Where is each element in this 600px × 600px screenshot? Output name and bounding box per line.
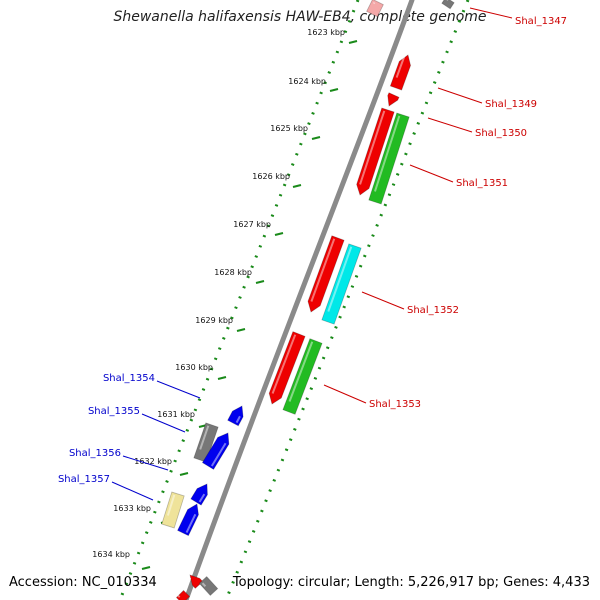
leader-shal-1351 xyxy=(409,164,454,183)
gene-shal-1352-red-shade xyxy=(310,238,336,302)
gene-partial-bottom-gray xyxy=(198,576,219,596)
tick-scale: 1623 kbp 1624 kbp 1625 kbp 1626 kbp 1627 kbp… xyxy=(92,28,358,570)
tick-label: 1623 kbp xyxy=(307,28,345,37)
leader-shal-1355 xyxy=(141,413,186,433)
gene-shal-1350 xyxy=(387,92,400,107)
gene-shal-1353-red xyxy=(268,331,306,405)
gene-shal-1357-blue xyxy=(177,503,199,537)
gene-labels: Shal_1347 Shal_1349 Shal_1350 Shal_1351 Shal… xyxy=(58,16,567,485)
tick-label: 1624 kbp xyxy=(288,77,326,86)
tick-mark xyxy=(292,184,302,188)
leader-shal-1354 xyxy=(156,380,201,399)
tick-label: 1631 kbp xyxy=(157,410,195,419)
gene-shal-1351-red xyxy=(356,107,395,196)
tick-mark xyxy=(274,232,284,236)
gene-partial-top-pink xyxy=(366,0,384,18)
tick-label: 1626 kbp xyxy=(252,172,290,181)
gene-shal-1351-red-shade xyxy=(359,110,386,185)
gene-shal-1355-gray-shade xyxy=(199,425,210,450)
label-shal-1347: Shal_1347 xyxy=(515,16,567,27)
gene-shal-1356-shade xyxy=(198,493,206,503)
gene-shal-1356 xyxy=(190,483,208,506)
leader-shal-1352 xyxy=(361,291,405,310)
gene-shal-1354-shade xyxy=(235,415,241,424)
leader-shal-1349 xyxy=(437,87,483,104)
gene-shal-1351-green-shade xyxy=(374,115,401,192)
gene-shal-1353-red-shade xyxy=(271,334,297,394)
gene-shal-1349 xyxy=(389,54,411,91)
tick-mark xyxy=(311,136,321,140)
gene-partial-bottom-red xyxy=(189,574,204,589)
gene-shal-1354 xyxy=(227,405,244,427)
gene-shal-1349-shade xyxy=(395,55,406,78)
leader-shal-1350 xyxy=(427,117,473,133)
tick-label: 1630 kbp xyxy=(175,363,213,372)
gene-shal-1351-green xyxy=(368,112,410,205)
leader-shal-1353 xyxy=(323,384,367,404)
gene-shal-1357-khaki-shade xyxy=(166,494,176,516)
label-shal-1357: Shal_1357 xyxy=(58,474,110,485)
tick-label: 1625 kbp xyxy=(270,124,308,133)
label-shal-1350: Shal_1350 xyxy=(475,128,527,139)
accession-text: Accession: NC_010334 xyxy=(9,575,157,590)
tick-label: 1633 kbp xyxy=(113,504,151,513)
gene-shal-1353-green-shade xyxy=(288,341,314,402)
label-shal-1355: Shal_1355 xyxy=(88,406,140,417)
tick-mark xyxy=(348,40,358,44)
label-leaders xyxy=(111,7,513,501)
tick-label: 1628 kbp xyxy=(214,268,252,277)
tick-mark xyxy=(236,328,246,332)
leader-shal-1357 xyxy=(111,481,154,501)
tick-mark xyxy=(179,472,189,476)
gene-shal-1355-blue xyxy=(201,432,230,470)
tick-mark xyxy=(141,566,151,570)
tick-label: 1632 kbp xyxy=(134,457,172,466)
gene-shal-1352-cyan-shade xyxy=(327,246,353,312)
label-shal-1349: Shal_1349 xyxy=(485,99,537,110)
gene-shal-1357-blue-shade xyxy=(185,513,197,533)
tick-label: 1627 kbp xyxy=(233,220,271,229)
gene-shal-1357-khaki xyxy=(161,491,185,529)
leader-shal-1356 xyxy=(122,455,169,471)
map-title: Shewanella halifaxensis HAW-EB4, complet… xyxy=(113,9,487,25)
label-shal-1352: Shal_1352 xyxy=(407,305,459,316)
gene-partial-bottom-red-shade xyxy=(188,577,192,580)
gene-features xyxy=(161,0,455,600)
gene-partial-bottom-red-2 xyxy=(175,589,191,600)
genome-stats-text: Topology: circular; Length: 5,226,917 bp… xyxy=(232,575,590,590)
gene-partial-top-pink-shade xyxy=(372,1,376,5)
gene-shal-1352-red xyxy=(307,235,345,313)
tick-label: 1634 kbp xyxy=(92,550,130,559)
label-shal-1354: Shal_1354 xyxy=(103,373,155,384)
tick-mark xyxy=(255,280,265,284)
leader-shal-1347 xyxy=(469,7,513,19)
genome-backbone xyxy=(183,0,415,600)
gene-partial-bottom-red-2-shade xyxy=(176,593,181,598)
gene-shal-1352-cyan xyxy=(321,243,362,325)
label-shal-1356: Shal_1356 xyxy=(69,448,121,459)
tick-mark xyxy=(329,88,339,92)
gene-shal-1353-green xyxy=(282,338,323,415)
tick-mark xyxy=(217,376,227,380)
label-shal-1351: Shal_1351 xyxy=(456,178,508,189)
gene-partial-top-gray xyxy=(441,0,455,10)
gene-shal-1355-blue-shade xyxy=(210,442,227,467)
label-shal-1353: Shal_1353 xyxy=(369,399,421,410)
inner-dotted-ring xyxy=(224,0,470,600)
gene-partial-bottom-gray-shade xyxy=(201,582,207,587)
tick-label: 1629 kbp xyxy=(195,316,233,325)
